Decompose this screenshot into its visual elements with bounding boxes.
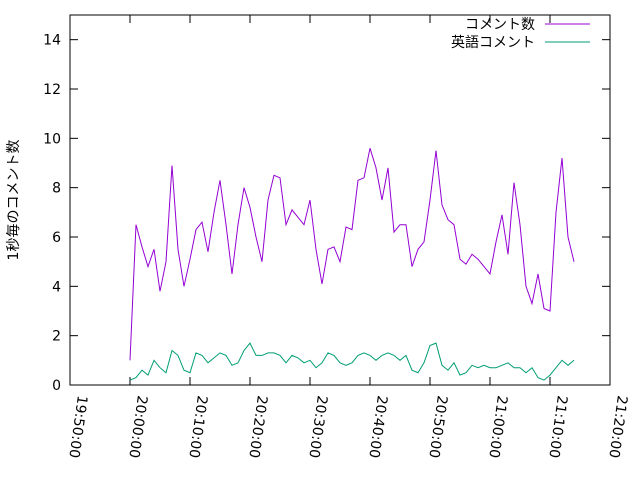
y-tick-label: 2 <box>52 329 61 345</box>
y-tick-label: 8 <box>52 181 61 197</box>
y-tick-label: 14 <box>43 33 61 49</box>
series-line <box>129 148 575 361</box>
plot-border <box>69 14 611 386</box>
y-tick-label: 6 <box>52 230 61 246</box>
series-line <box>129 342 575 381</box>
y-tick-label: 4 <box>52 279 61 295</box>
legend-label: 英語コメント <box>451 34 535 51</box>
y-tick-label: 0 <box>52 378 61 394</box>
y-tick-label: 10 <box>43 131 61 147</box>
legend-label: コメント数 <box>465 17 535 33</box>
y-axis-label: 1秒毎のコメント数 <box>6 140 22 261</box>
y-tick-label: 12 <box>43 82 61 98</box>
